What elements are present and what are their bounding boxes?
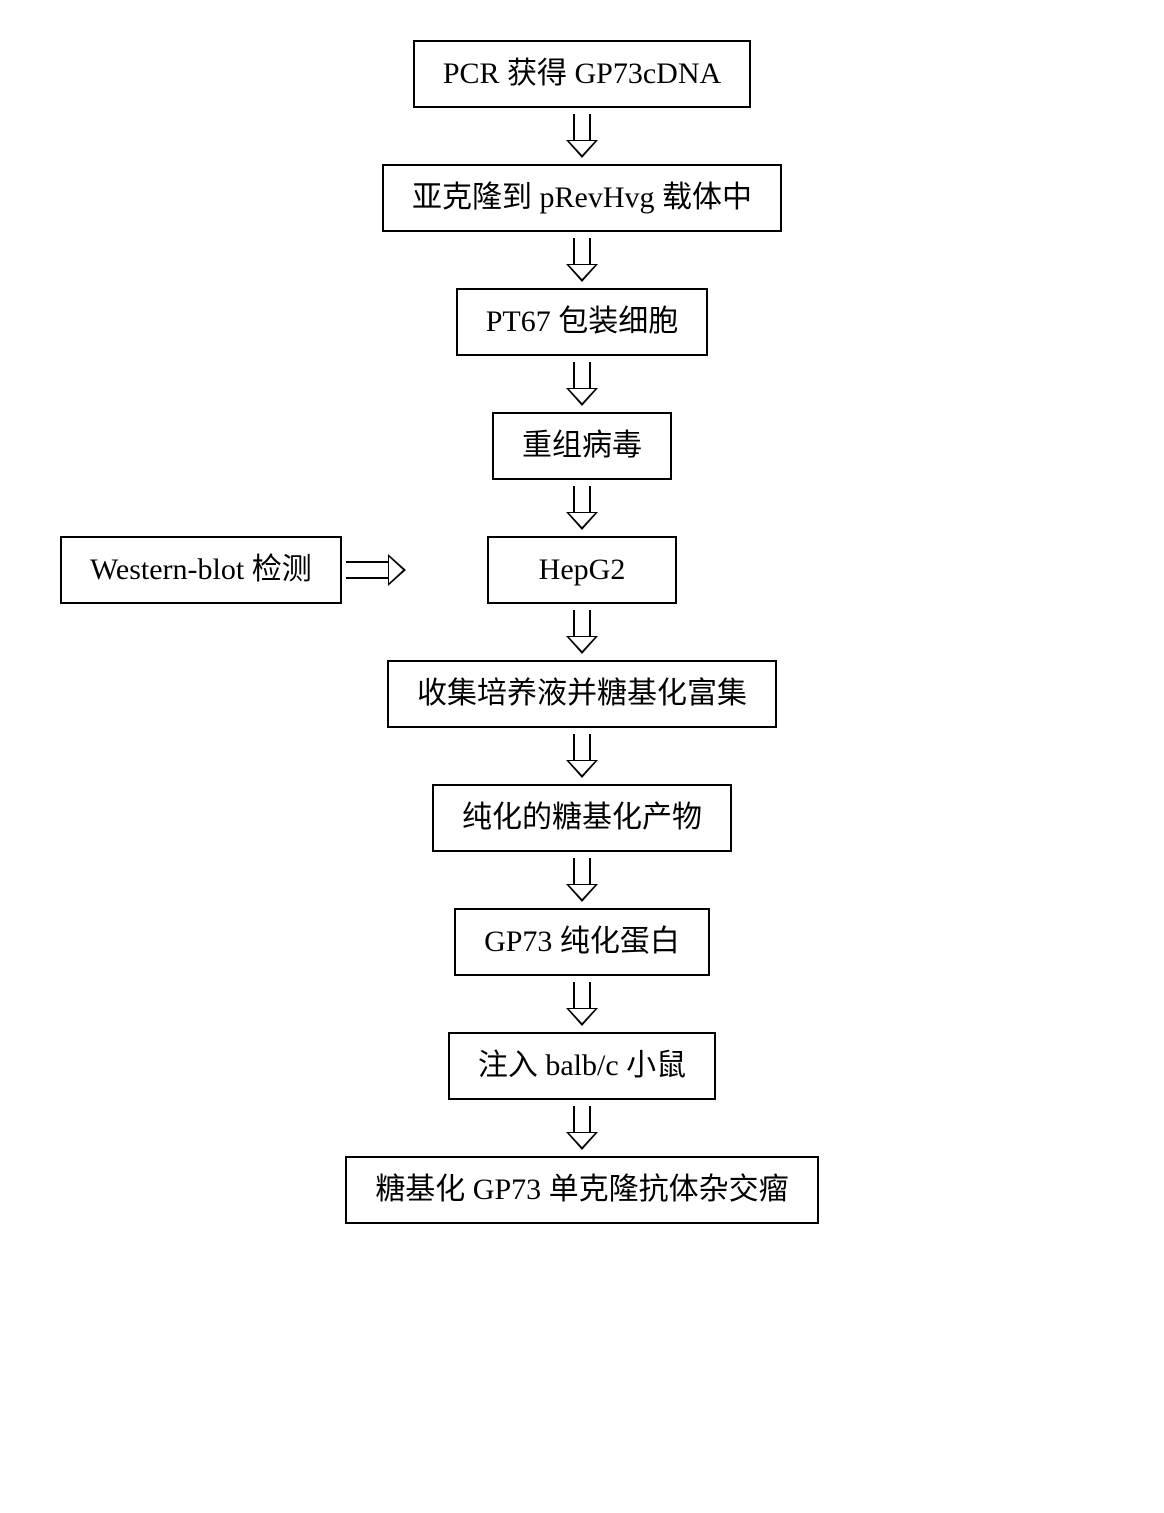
node-gp73-protein: GP73 纯化蛋白	[454, 908, 710, 976]
node-western-blot: Western-blot 检测	[60, 536, 342, 604]
arrow-down-icon	[569, 1106, 595, 1150]
arrow-down-icon	[569, 362, 595, 406]
flowchart: PCR 获得 GP73cDNA 亚克隆到 pRevHvg 载体中 PT67 包装…	[20, 40, 1144, 1224]
arrow-down-icon	[569, 734, 595, 778]
node-hybridoma: 糖基化 GP73 单克隆抗体杂交瘤	[345, 1156, 818, 1224]
node-recombinant-virus: 重组病毒	[492, 412, 672, 480]
arrow-down-icon	[569, 858, 595, 902]
arrow-down-icon	[569, 238, 595, 282]
arrow-down-icon	[569, 114, 595, 158]
arrow-right-icon	[346, 557, 406, 583]
arrow-down-icon	[569, 610, 595, 654]
side-branch: Western-blot 检测	[60, 536, 410, 604]
arrow-down-icon	[569, 982, 595, 1026]
node-subclone: 亚克隆到 pRevHvg 载体中	[382, 164, 782, 232]
node-hepg2: HepG2	[487, 536, 678, 604]
node-pt67: PT67 包装细胞	[456, 288, 709, 356]
row-hepg2: Western-blot 检测 HepG2	[20, 536, 1144, 604]
node-purified-glyco: 纯化的糖基化产物	[432, 784, 732, 852]
arrow-down-icon	[569, 486, 595, 530]
node-pcr: PCR 获得 GP73cDNA	[413, 40, 751, 108]
node-collect-enrich: 收集培养液并糖基化富集	[387, 660, 777, 728]
node-inject-mouse: 注入 balb/c 小鼠	[448, 1032, 716, 1100]
